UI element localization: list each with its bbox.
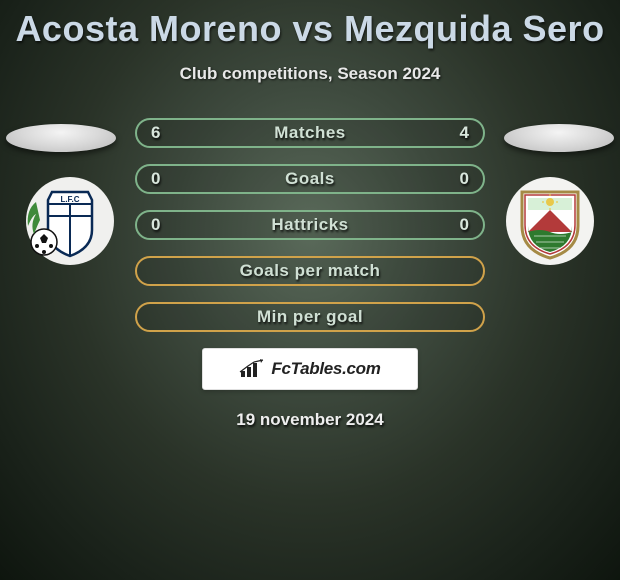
bar-chart-icon xyxy=(239,359,265,379)
stat-row: 6 Matches 4 xyxy=(135,118,485,148)
subtitle: Club competitions, Season 2024 xyxy=(0,64,620,84)
stat-right-value: 0 xyxy=(460,215,469,235)
stat-label: Hattricks xyxy=(271,215,348,235)
stat-right-value: 4 xyxy=(460,123,469,143)
stat-label: Goals per match xyxy=(240,261,381,281)
stat-row: 0 Goals 0 xyxy=(135,164,485,194)
stat-row: 0 Hattricks 0 xyxy=(135,210,485,240)
stat-right-value: 0 xyxy=(460,169,469,189)
brand-box[interactable]: FcTables.com xyxy=(202,348,418,390)
date-label: 19 november 2024 xyxy=(0,410,620,430)
stat-left-value: 0 xyxy=(151,169,160,189)
stat-left-value: 0 xyxy=(151,215,160,235)
stat-row: Min per goal xyxy=(135,302,485,332)
stat-label: Goals xyxy=(285,169,335,189)
stat-row: Goals per match xyxy=(135,256,485,286)
page-title: Acosta Moreno vs Mezquida Sero xyxy=(0,0,620,50)
stat-left-value: 6 xyxy=(151,123,160,143)
stat-label: Matches xyxy=(274,123,346,143)
stat-label: Min per goal xyxy=(257,307,363,327)
brand-label: FcTables.com xyxy=(271,359,380,379)
